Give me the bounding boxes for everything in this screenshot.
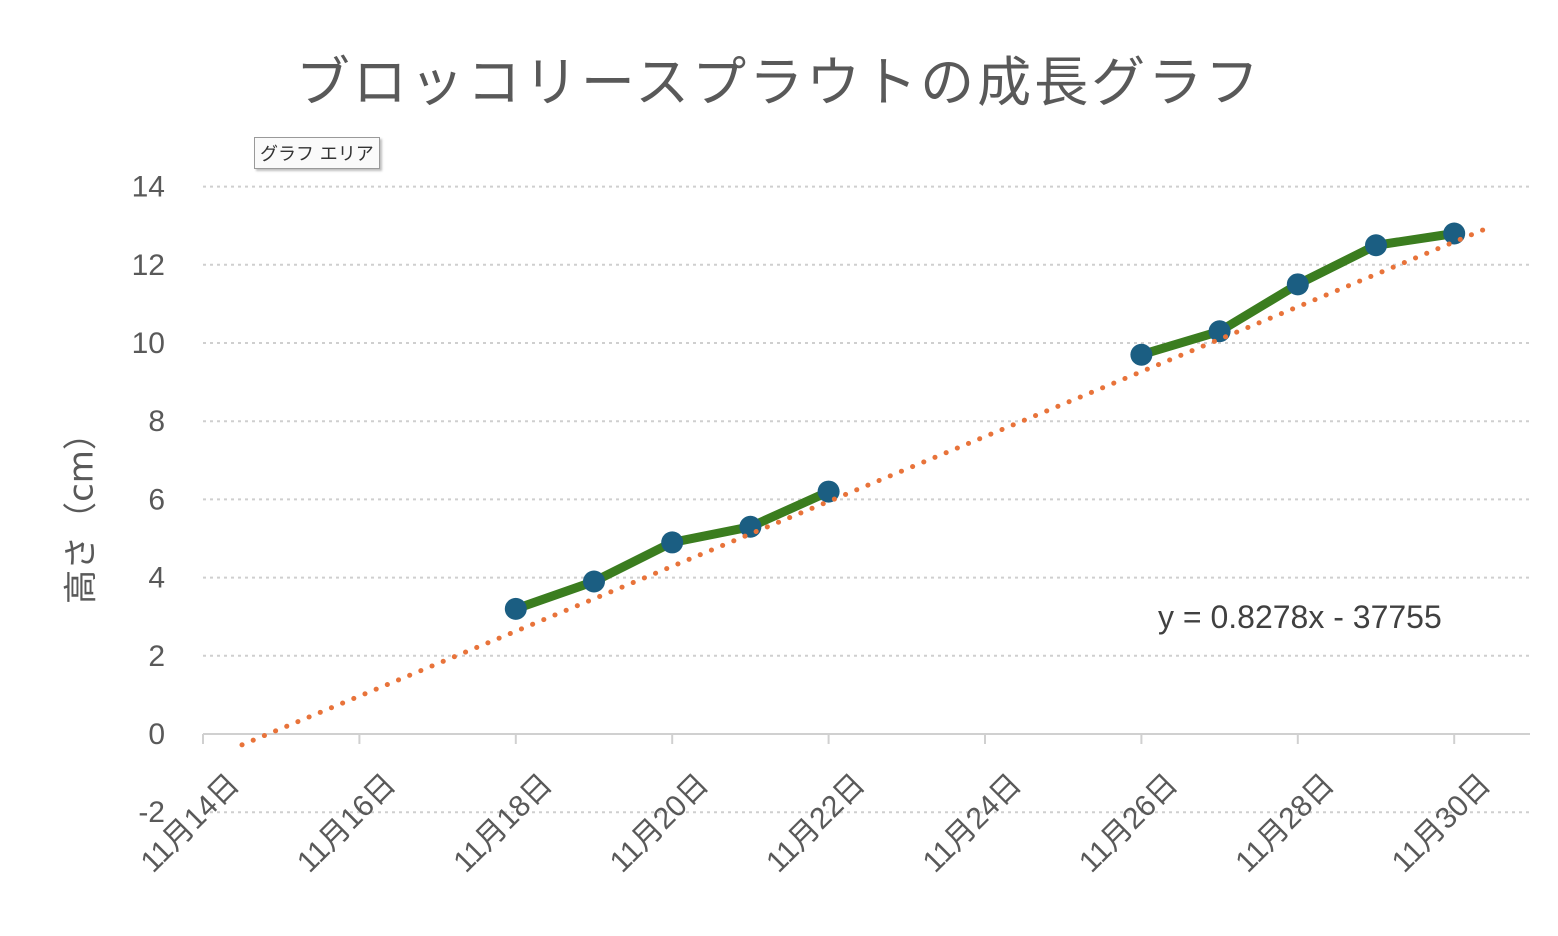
x-tick-label: 11月18日 [447, 768, 558, 879]
x-tick-label: 11月16日 [291, 768, 402, 879]
data-point [583, 570, 605, 593]
gridlines [203, 185, 1530, 814]
trendline [239, 223, 1496, 748]
x-tick-label: 11月30日 [1386, 768, 1497, 879]
trendline-equation: y = 0.8278x - 37755 [1158, 599, 1442, 635]
data-point [1365, 234, 1387, 257]
x-tick-labels: 11月14日 11月16日 11月18日 11月20日 11月22日 11月24日 11月2… [135, 768, 1498, 879]
data-point [661, 531, 684, 554]
trendline-layer [239, 223, 1496, 748]
data-point [1286, 273, 1309, 296]
y-tick-label: 4 [148, 562, 165, 595]
data-point [739, 515, 762, 538]
x-tick-label: 11月20日 [604, 768, 715, 879]
x-axis [202, 733, 1530, 744]
x-tick-label: 11月26日 [1073, 768, 1184, 879]
y-tick-label: 2 [148, 640, 165, 673]
x-tick-label: 11月28日 [1229, 768, 1340, 879]
y-tick-label: 10 [132, 327, 165, 360]
y-tick-label: 0 [148, 718, 165, 751]
y-tick-label: 14 [132, 171, 165, 204]
y-tick-labels: -2 0 2 4 6 8 10 12 14 [132, 171, 165, 830]
y-tick-label: 12 [132, 249, 165, 282]
x-tick-label: 11月24日 [917, 768, 1028, 879]
y-tick-label: 6 [148, 483, 165, 516]
y-tick-label: 8 [148, 405, 165, 438]
data-point [1130, 343, 1153, 366]
series-layer [504, 222, 1466, 620]
y-tick-label: -2 [138, 796, 165, 829]
data-point [1208, 320, 1231, 343]
data-point [504, 597, 527, 620]
chart-area-tooltip: グラフ エリア [254, 137, 380, 169]
x-tick-label: 11月22日 [760, 768, 871, 879]
chart-title: ブロッコリースプラウトの成長グラフ [295, 51, 1263, 114]
